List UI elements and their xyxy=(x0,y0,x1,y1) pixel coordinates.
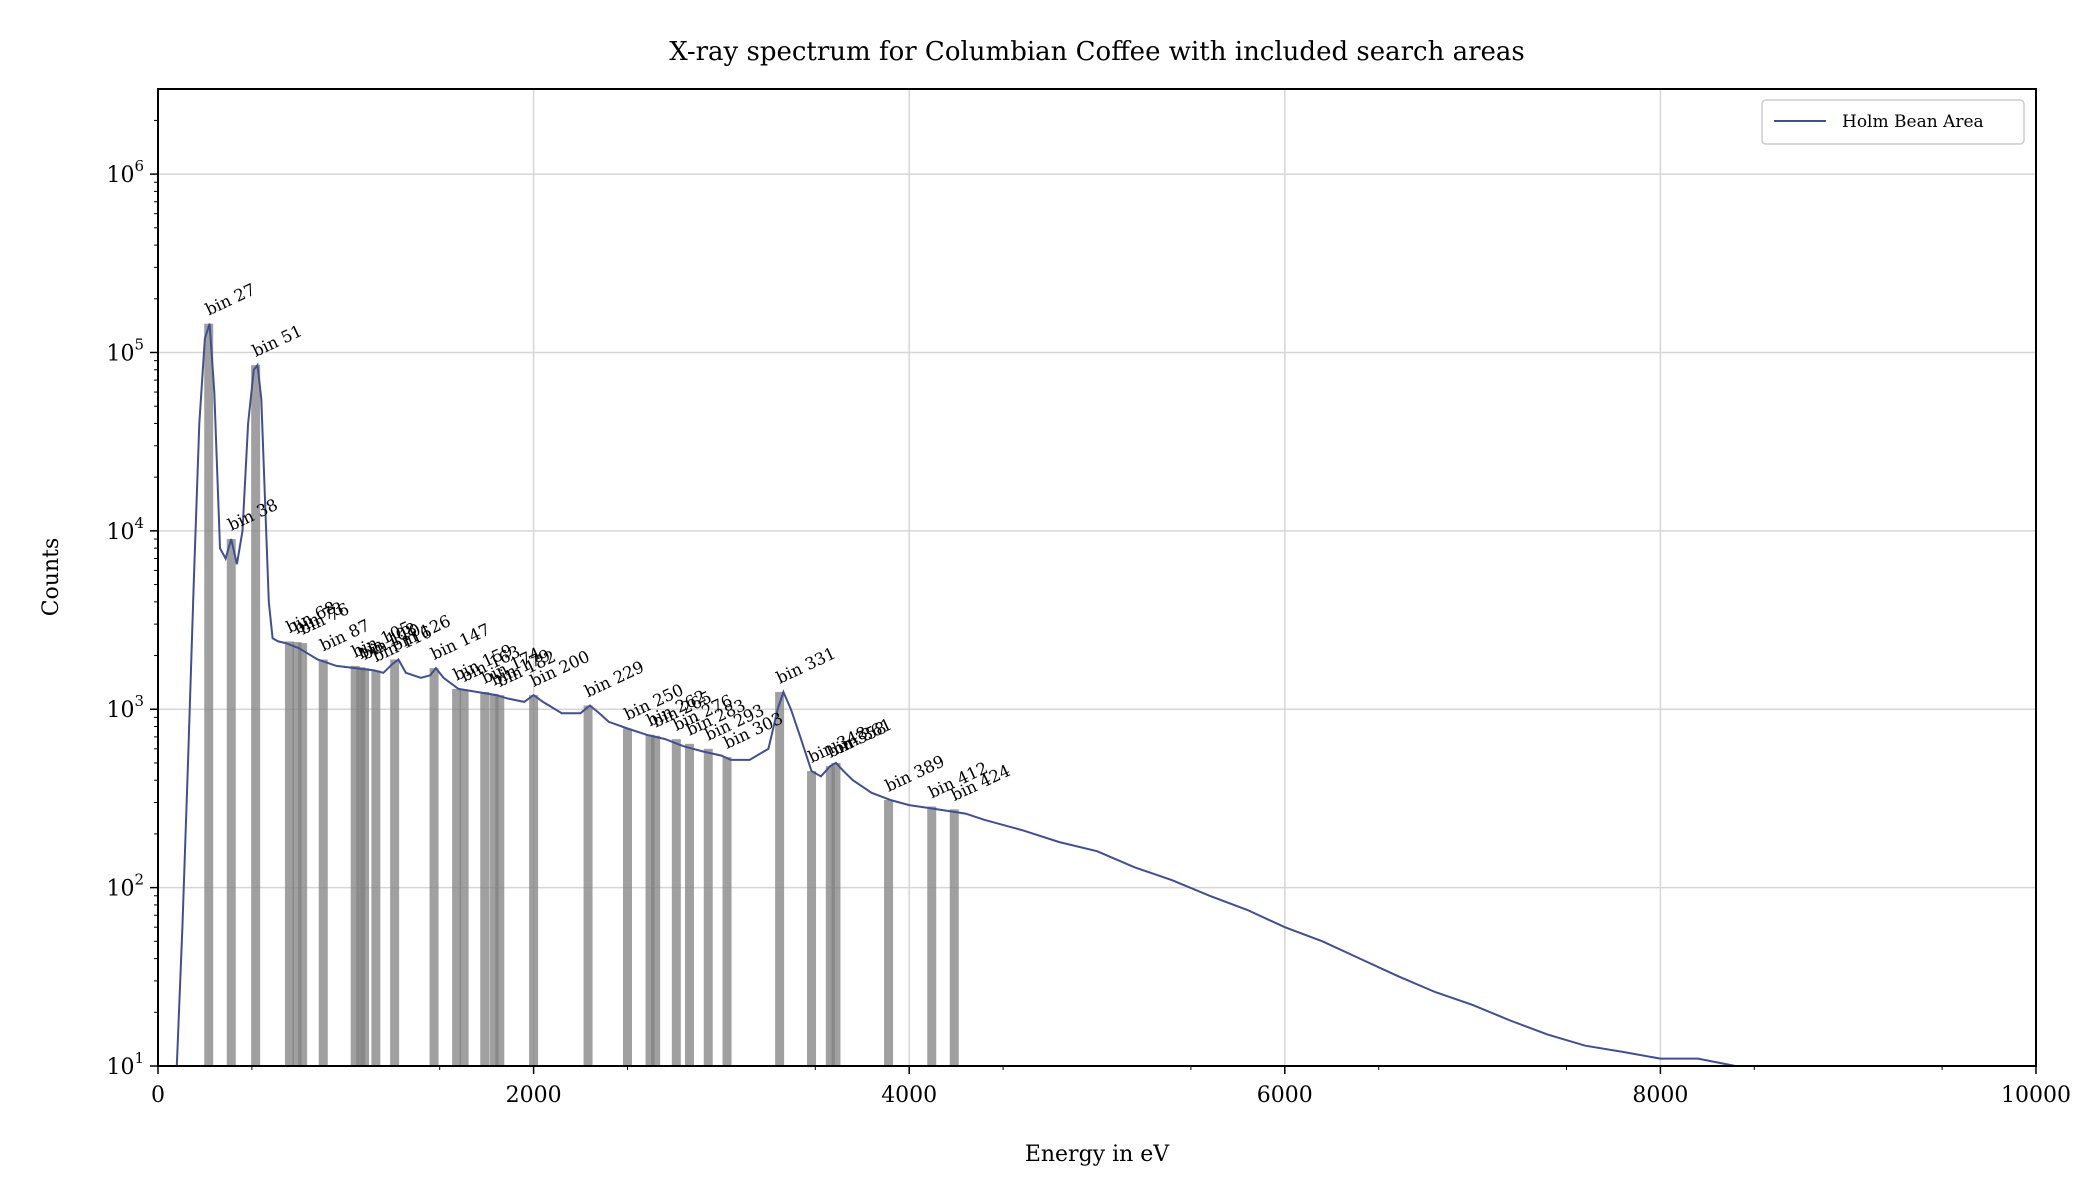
x-tick-label: 10000 xyxy=(2001,1083,2071,1108)
search-area-bar xyxy=(529,695,539,1066)
search-area-bar xyxy=(684,743,694,1066)
search-area-bar xyxy=(807,771,817,1066)
search-area-bar xyxy=(459,690,469,1066)
search-area-bar xyxy=(429,668,439,1066)
search-area-bar xyxy=(722,756,732,1066)
legend: Holm Bean Area xyxy=(1761,99,2025,145)
chart-title: X-ray spectrum for Columbian Coffee with… xyxy=(669,37,1525,67)
search-area-bar xyxy=(452,688,462,1066)
search-area-bar xyxy=(825,766,835,1066)
search-area-bar xyxy=(360,668,370,1066)
search-area-bar xyxy=(480,691,490,1066)
search-area-bar xyxy=(226,539,236,1066)
grid xyxy=(158,89,2036,1066)
search-area-bar xyxy=(583,705,593,1066)
search-area-bars xyxy=(204,323,959,1067)
search-area-bar xyxy=(251,365,261,1066)
x-tick-label: 6000 xyxy=(1257,1083,1313,1108)
series-lines xyxy=(175,323,1961,1067)
legend-label: Holm Bean Area xyxy=(1842,112,1984,132)
search-area-bar xyxy=(495,695,505,1066)
axis-ticks: 0 2000 4000 6000 8000 10000 101 102 103 104 105 106 xyxy=(106,119,2071,1108)
search-area-bar xyxy=(645,734,655,1066)
plot-frame xyxy=(157,88,2037,1067)
search-area-bar xyxy=(489,693,499,1066)
search-area-bar xyxy=(623,728,632,1066)
legend-box xyxy=(1761,99,2025,145)
x-tick-label: 4000 xyxy=(881,1083,937,1108)
search-area-bar xyxy=(927,806,937,1066)
x-tick-label: 2000 xyxy=(506,1083,562,1108)
search-area-bar xyxy=(949,809,959,1066)
search-area-bar xyxy=(831,762,841,1066)
y-tick-label: 106 xyxy=(106,157,144,188)
x-tick-label: 8000 xyxy=(1632,1083,1688,1108)
search-area-bar xyxy=(671,739,681,1066)
y-tick-label: 101 xyxy=(106,1049,144,1080)
search-area-bar xyxy=(292,642,302,1066)
search-area-bar xyxy=(371,670,381,1066)
search-area-bar xyxy=(284,641,294,1066)
y-tick-label: 105 xyxy=(106,335,144,366)
x-axis-label: Energy in eV xyxy=(1025,1142,1170,1167)
search-area-bar xyxy=(390,659,400,1066)
search-area-bar xyxy=(884,799,894,1066)
search-area-bar xyxy=(350,665,360,1066)
search-area-bar xyxy=(651,735,661,1066)
series-line xyxy=(175,323,1961,1067)
x-tick-label: 0 xyxy=(151,1083,165,1108)
search-area-bar xyxy=(204,323,214,1067)
y-axis-label: Counts xyxy=(39,538,64,617)
y-tick-label: 103 xyxy=(106,692,144,723)
search-area-bar xyxy=(298,643,308,1066)
search-area-bar xyxy=(318,659,328,1066)
y-tick-label: 102 xyxy=(106,871,144,902)
y-tick-label: 104 xyxy=(106,514,144,545)
search-area-bar xyxy=(703,748,713,1066)
search-area-bar xyxy=(775,691,785,1066)
